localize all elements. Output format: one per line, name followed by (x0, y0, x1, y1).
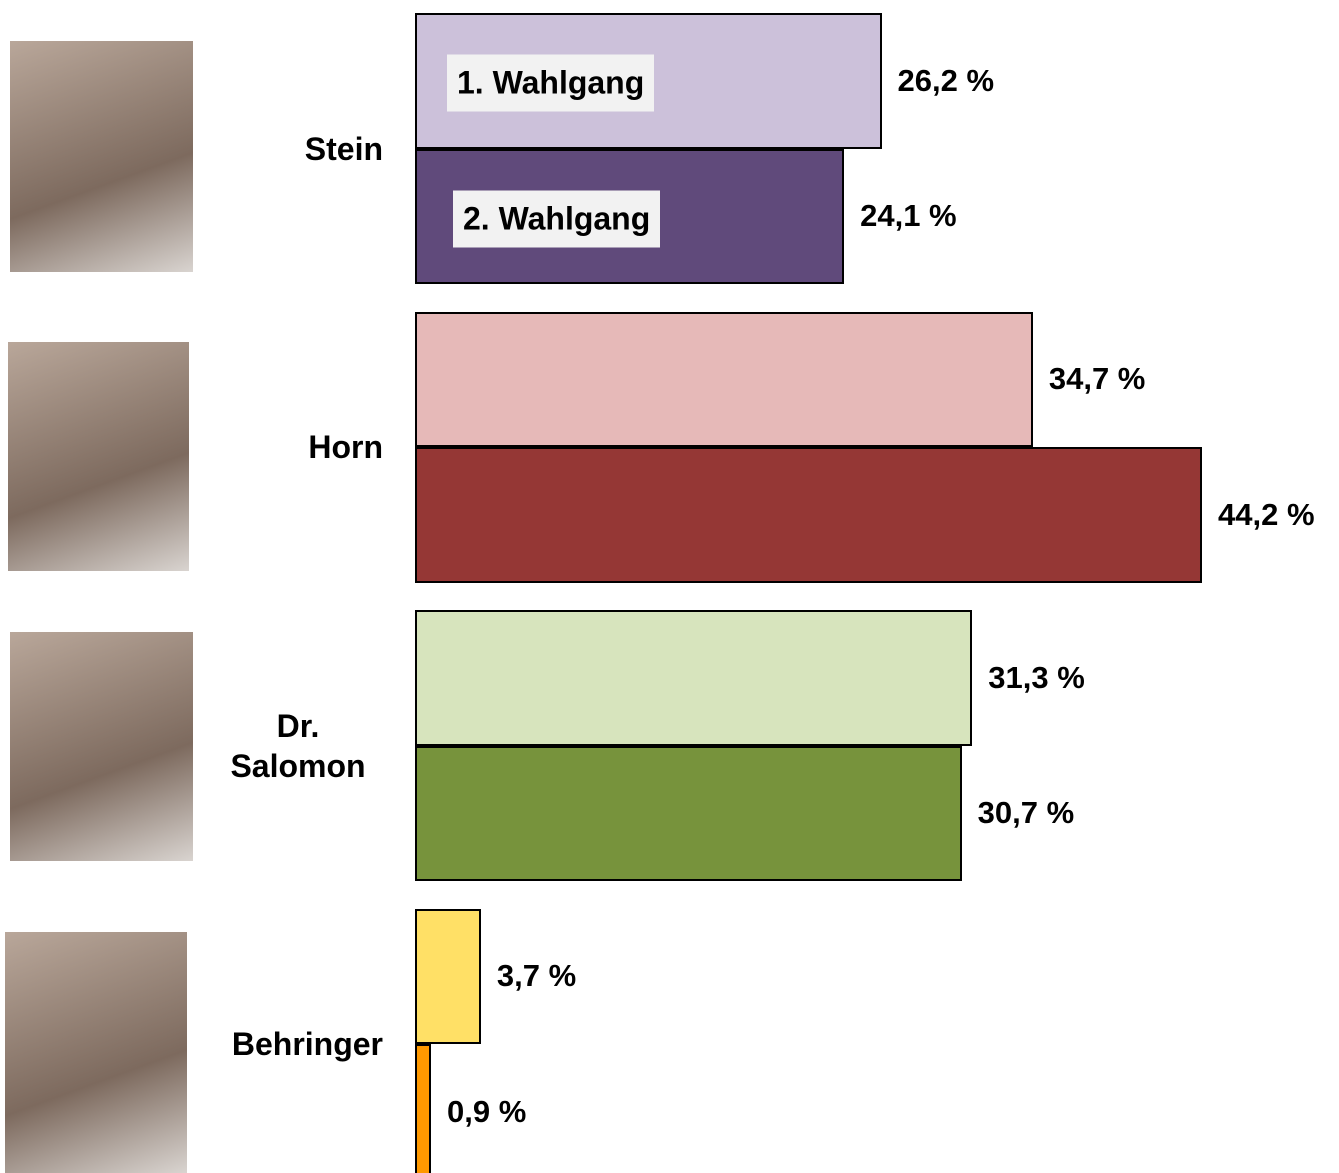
legend-entry: 1. Wahlgang (447, 54, 655, 112)
value-label: 0,9 % (447, 1093, 527, 1129)
value-label: 26,2 % (897, 62, 995, 98)
value-label: 24,1 % (860, 198, 957, 234)
value-label: 44,2 % (1218, 496, 1315, 532)
photo (8, 342, 189, 571)
bar (415, 1044, 432, 1173)
photo (10, 41, 193, 272)
bar (415, 610, 973, 746)
value-label: 30,7 % (977, 795, 1075, 831)
category-label: Horn (308, 429, 383, 465)
category-label: Stein (304, 130, 383, 167)
bar (415, 908, 481, 1044)
value-label: 3,7 % (496, 958, 577, 994)
photo (5, 932, 187, 1173)
value-label: 34,7 % (1048, 361, 1146, 397)
bar (415, 447, 1202, 583)
category-label: Behringer (231, 1026, 383, 1062)
value-label: 31,3 % (988, 659, 1085, 695)
legend-entry: 2. Wahlgang (453, 190, 661, 247)
category-label: Dr. Salomon (230, 707, 366, 784)
bar (415, 311, 1033, 447)
photo (10, 632, 193, 861)
bar (415, 745, 962, 881)
